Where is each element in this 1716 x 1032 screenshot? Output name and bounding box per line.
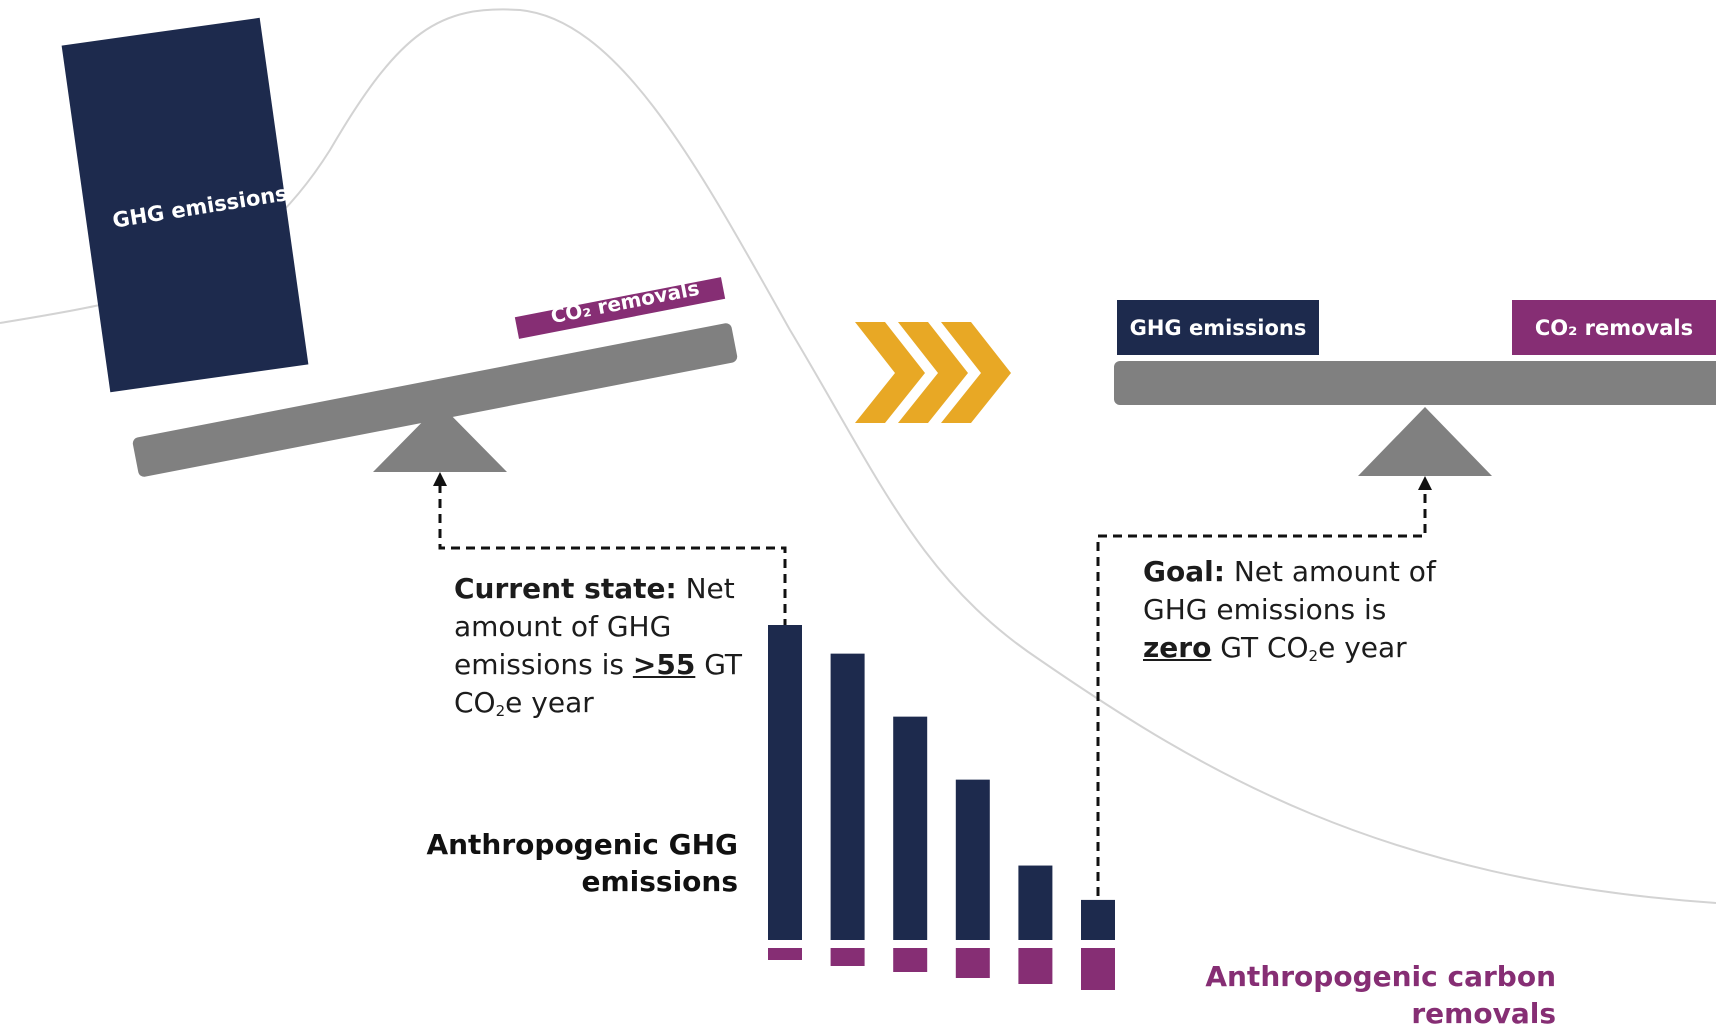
removals-bar-3 [893, 948, 928, 972]
current-state-text-1: Net amount of GHG emissions is [454, 572, 735, 681]
removals-bar-1 [768, 948, 802, 960]
emissions-trend-curve [0, 8, 1716, 904]
left-scale-beam [132, 323, 738, 477]
emissions-bars [768, 625, 1115, 940]
goal-label: Goal: [1143, 555, 1225, 588]
emissions-bar-1 [768, 625, 802, 940]
goal-text-1: Net amount of GHG emissions is [1143, 555, 1436, 626]
emissions-bar-6 [1081, 899, 1115, 940]
emissions-bar-4 [955, 779, 990, 940]
left-emissions-block [61, 17, 309, 393]
current-state-note: Current state: Net amount of GHG emissio… [454, 570, 754, 722]
removals-bar-5 [1018, 948, 1053, 984]
left-connector-arrowhead [433, 472, 447, 486]
left-scale-fulcrum [373, 404, 507, 472]
removals-bar-6 [1081, 948, 1115, 990]
current-state-label: Current state: [454, 572, 677, 605]
goal-text-2: GT CO [1211, 631, 1309, 664]
goal-text-3: e year [1318, 631, 1407, 664]
left-scale [61, 17, 738, 477]
current-state-text-3: e year [505, 686, 594, 719]
current-state-value: >55 [632, 648, 696, 681]
right-connector [1096, 476, 1432, 896]
right-emissions-block-label: GHG emissions [1117, 300, 1319, 355]
removals-bars [768, 948, 1115, 990]
emissions-bars-label: Anthropogenic GHG emissions [426, 828, 738, 898]
goal-value: zero [1143, 631, 1212, 664]
current-state-subscript: 2 [495, 702, 506, 720]
removals-bars-label: Anthropogenic carbon removals [1205, 960, 1556, 1030]
right-scale-fulcrum [1358, 407, 1492, 476]
right-scale-beam [1114, 361, 1716, 405]
emissions-bar-2 [830, 653, 865, 940]
emissions-bar-3 [893, 716, 928, 940]
removals-bar-2 [830, 948, 865, 966]
left-connector [433, 472, 787, 628]
triple-chevron-right-icon [855, 322, 1011, 423]
right-connector-arrowhead [1418, 476, 1432, 490]
goal-subscript: 2 [1308, 647, 1319, 665]
left-removals-block [514, 277, 726, 339]
right-removals-block-label: CO₂ removals [1512, 300, 1716, 355]
current-state-text-2: GT CO [454, 648, 743, 719]
goal-note: Goal: Net amount of GHG emissions is zer… [1143, 553, 1463, 667]
removals-bar-4 [955, 948, 990, 978]
right-scale [1114, 361, 1716, 476]
emissions-bar-5 [1018, 865, 1053, 940]
